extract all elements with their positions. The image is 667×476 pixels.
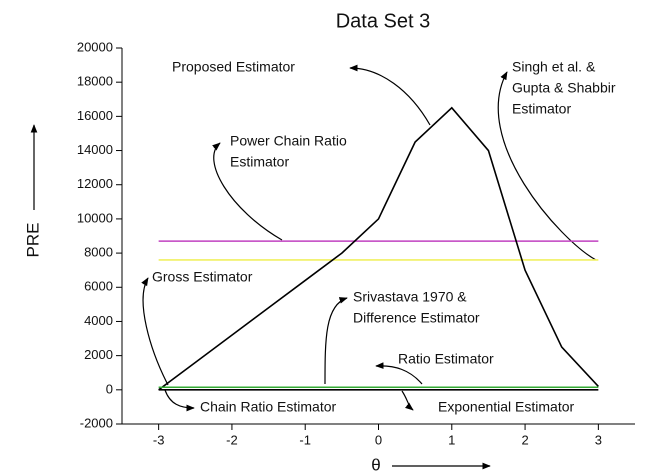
annotation: Gross Estimator (152, 269, 253, 285)
annotation: Ratio Estimator (398, 351, 494, 367)
y-tick-label: 10000 (77, 210, 113, 225)
annotation: Estimator (512, 101, 571, 117)
series-line (158, 106, 599, 391)
y-axis-label: PRE (23, 223, 42, 258)
arrow (324, 297, 348, 385)
chart-title: Data Set 3 (336, 10, 431, 32)
y-tick-label: 4000 (84, 313, 113, 328)
y-tick-label: 0 (106, 381, 113, 396)
x-tick-label: 2 (521, 432, 528, 447)
y-tick-label: 12000 (77, 176, 113, 191)
y-tick-label: 14000 (77, 142, 113, 157)
y-tick-label: 16000 (77, 108, 113, 123)
y-tick-label: 6000 (84, 279, 113, 294)
x-tick-label: 0 (375, 432, 382, 447)
arrow (212, 142, 283, 241)
annotation: Estimator (230, 154, 289, 170)
arrow (349, 64, 431, 126)
x-tick-label: -2 (226, 432, 238, 447)
arrow (164, 389, 195, 412)
y-tick-label: 8000 (84, 245, 113, 260)
annotation: Srivastava 1970 & (353, 289, 467, 305)
arrow (141, 277, 169, 386)
arrow (497, 71, 597, 261)
annotation: Singh et al. & (512, 59, 596, 75)
x-axis-label: θ (371, 455, 380, 474)
annotation: Difference Estimator (353, 310, 480, 326)
x-tick-label: -3 (153, 432, 165, 447)
annotation-arrows (141, 64, 597, 412)
y-tick-label: -2000 (80, 415, 113, 430)
y-tick-label: 20000 (77, 39, 113, 54)
x-tick-label: 3 (595, 432, 602, 447)
annotation: Power Chain Ratio (230, 133, 347, 149)
annotation: Exponential Estimator (438, 399, 575, 415)
x-tick-label: -1 (299, 432, 311, 447)
arrow (375, 362, 423, 385)
annotation: Proposed Estimator (172, 59, 295, 75)
x-tick-label: 1 (448, 432, 455, 447)
annotation: Chain Ratio Estimator (200, 399, 337, 415)
arrow (401, 390, 414, 411)
annotation: Gupta & Shabbir (512, 80, 616, 96)
y-tick-label: 18000 (77, 74, 113, 89)
y-tick-label: 2000 (84, 347, 113, 362)
